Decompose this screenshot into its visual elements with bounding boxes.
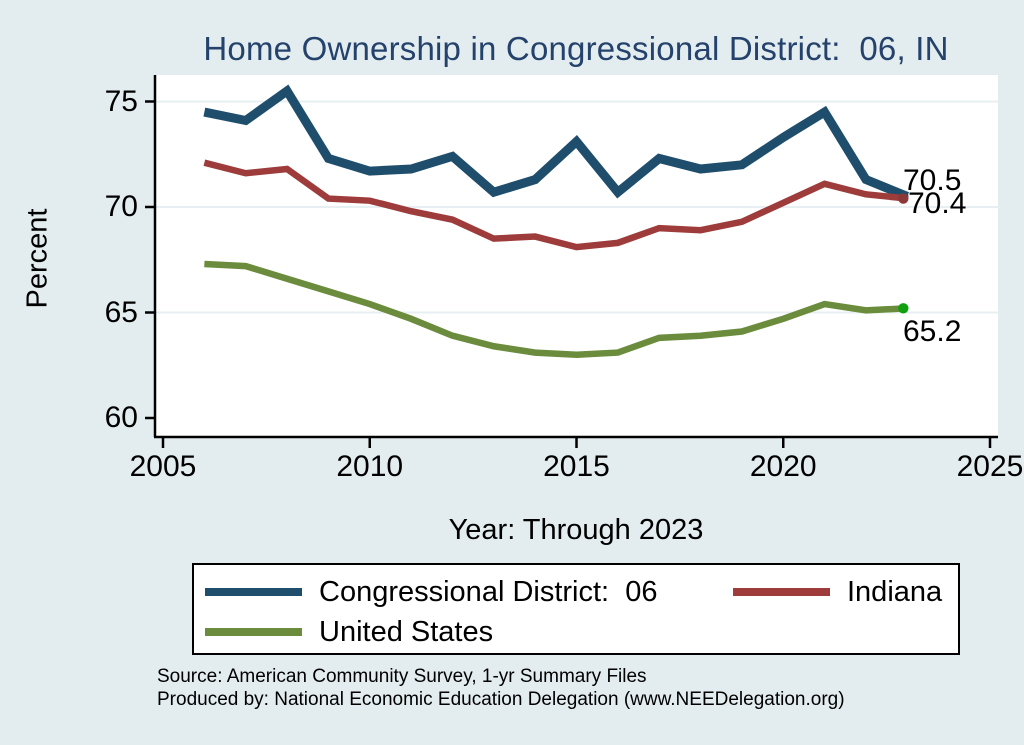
series-end-value-indiana: 70.4 xyxy=(908,187,967,220)
legend-label-indiana: Indiana xyxy=(847,575,943,608)
series-end-value-us: 65.2 xyxy=(903,315,962,348)
y-tick-label: 65 xyxy=(104,295,138,329)
y-tick-label: 75 xyxy=(104,84,138,118)
series-line-0 xyxy=(203,84,910,201)
legend-item-us: United States xyxy=(205,615,493,649)
plot-area xyxy=(155,75,998,437)
y-axis-title: Percent xyxy=(21,208,54,309)
x-tick-label: 2015 xyxy=(543,450,610,483)
series-end-marker-1 xyxy=(898,193,909,204)
x-axis-title: Year: Through 2023 xyxy=(448,514,704,546)
source-line-1: Source: American Community Survey, 1-yr … xyxy=(157,666,647,687)
x-tick-label: 2020 xyxy=(749,450,817,483)
y-tick-label: 70 xyxy=(104,190,138,223)
legend-item-indiana: Indiana xyxy=(733,575,942,609)
legend: Congressional District: 06 Indiana Unite… xyxy=(192,563,960,655)
series-end-value-cd06: 70.5 xyxy=(903,164,962,197)
legend-item-cd06: Congressional District: 06 xyxy=(205,575,657,609)
chart-title: Home Ownership in Congressional District… xyxy=(203,30,949,67)
x-tick-label: 2005 xyxy=(129,450,197,483)
legend-swatch-us xyxy=(205,628,302,636)
source-note: Source: American Community Survey, 1-yr … xyxy=(157,665,845,711)
series-line-2 xyxy=(204,260,908,358)
legend-label-cd06: Congressional District: 06 xyxy=(319,575,658,608)
x-tick-label: 2010 xyxy=(336,450,404,483)
y-tick-label: 60 xyxy=(104,401,138,434)
legend-swatch-indiana xyxy=(733,588,830,596)
x-tick-label: 2025 xyxy=(956,450,1024,483)
legend-swatch-cd06 xyxy=(205,588,302,596)
series-end-marker-2 xyxy=(898,303,909,314)
legend-label-us: United States xyxy=(319,615,494,648)
series-line-1 xyxy=(203,159,908,251)
source-line-2: Produced by: National Economic Education… xyxy=(157,689,845,710)
